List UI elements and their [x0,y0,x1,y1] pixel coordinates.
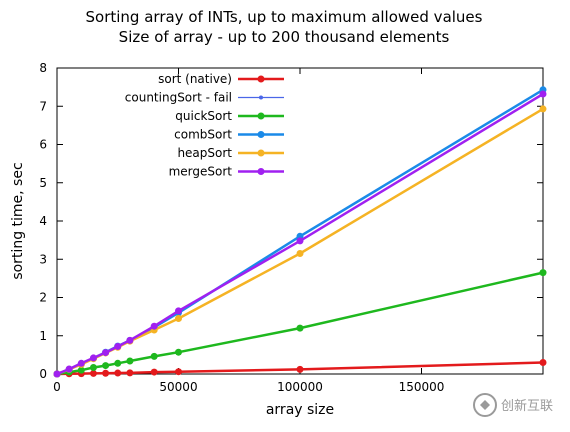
data-point [102,349,110,357]
legend-label: quickSort [175,109,232,123]
data-point [77,359,85,367]
data-point [53,370,61,378]
data-point [89,354,97,362]
y-tick-label: 1 [39,329,47,343]
x-tick-label: 0 [53,380,61,394]
chart-subtitle: Size of array - up to 200 thousand eleme… [119,28,450,46]
data-point [114,342,122,350]
x-axis-label: array size [266,402,334,418]
plot-area: 0 1 2 3 4 5 6 7 8 0 50000 100000 150000 [39,61,547,394]
data-point [296,250,304,258]
data-point [175,348,182,356]
legend-swatch-marker [257,75,265,83]
watermark-logo-mark [480,400,490,410]
y-tick-label: 5 [39,176,47,190]
y-tick-label: 6 [39,138,47,152]
data-point [296,365,304,373]
watermark-text: 创新互联 [501,398,553,414]
data-point [114,359,122,367]
legend-swatch-marker [257,168,265,175]
data-point [89,369,97,377]
x-tick-label: 150000 [399,380,445,394]
y-tick-label: 3 [39,252,47,266]
legend-swatch-marker [257,149,265,157]
data-point [539,269,547,277]
watermark-logo-icon [473,393,497,417]
data-point [296,324,304,332]
y-tick-label: 2 [39,291,47,305]
chart-title: Sorting array of INTs, up to maximum all… [86,8,483,26]
data-point [150,352,158,360]
data-point [539,105,547,113]
legend-swatch-marker [259,95,263,100]
data-point [175,368,182,376]
legend-label: mergeSort [169,165,233,179]
data-point [126,369,134,377]
y-tick-label: 7 [39,99,47,113]
data-point [102,369,110,377]
watermark: 创新互联 [473,393,553,417]
data-point [150,322,158,330]
x-tick-label: 50000 [159,380,197,394]
data-point [126,336,134,344]
y-tick-label: 0 [39,367,47,381]
legend-label: sort (native) [158,72,232,86]
data-point [65,365,73,373]
x-tick-label: 100000 [277,380,323,394]
legend-label: combSort [174,128,232,142]
y-axis-label: sorting time, sec [10,162,26,279]
data-point [77,366,85,374]
y-tick-label: 8 [39,61,47,75]
data-point [126,357,134,365]
legend-label: heapSort [177,146,232,160]
data-point [102,362,110,370]
data-point [539,90,547,98]
legend-label: countingSort - fail [125,91,232,105]
legend-swatch-marker [257,112,265,120]
data-point [114,369,122,377]
data-point [175,307,182,315]
data-point [296,237,304,245]
data-point [175,315,182,323]
data-point [89,363,97,371]
legend-swatch-marker [257,131,265,138]
data-point [539,359,547,367]
legend: sort (native) countingSort - fail quickSor… [125,72,284,179]
y-tick-label: 4 [39,214,47,228]
data-point [150,368,158,376]
